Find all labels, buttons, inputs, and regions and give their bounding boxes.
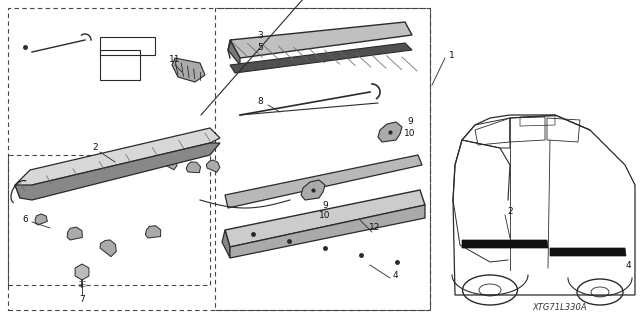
- Text: 2: 2: [507, 207, 513, 217]
- Polygon shape: [207, 160, 220, 172]
- Polygon shape: [225, 190, 425, 247]
- Polygon shape: [550, 248, 626, 256]
- Polygon shape: [230, 205, 425, 258]
- Bar: [100, 37, 155, 55]
- Polygon shape: [35, 214, 47, 225]
- Polygon shape: [222, 230, 230, 258]
- Text: 12: 12: [369, 224, 381, 233]
- Polygon shape: [462, 240, 548, 248]
- Polygon shape: [230, 43, 412, 73]
- Polygon shape: [172, 58, 205, 82]
- Polygon shape: [164, 158, 177, 170]
- Polygon shape: [67, 227, 83, 240]
- Text: 11: 11: [169, 56, 180, 64]
- Polygon shape: [186, 162, 200, 173]
- Text: 4: 4: [625, 261, 631, 270]
- Bar: [8, 8, 430, 310]
- Bar: [100, 50, 140, 80]
- Text: 6: 6: [22, 216, 28, 225]
- Text: 10: 10: [319, 211, 331, 220]
- Text: 7: 7: [79, 295, 85, 305]
- Polygon shape: [378, 122, 402, 142]
- Text: 5: 5: [257, 43, 263, 53]
- Polygon shape: [301, 180, 325, 200]
- Polygon shape: [228, 40, 240, 65]
- Text: 3: 3: [257, 31, 263, 40]
- Text: 1: 1: [449, 50, 455, 60]
- Text: 8: 8: [257, 98, 263, 107]
- Polygon shape: [15, 128, 220, 198]
- Polygon shape: [138, 160, 152, 170]
- Polygon shape: [75, 264, 89, 280]
- Bar: [215, 8, 430, 310]
- Text: 4: 4: [392, 271, 398, 279]
- Text: 9: 9: [322, 201, 328, 210]
- Polygon shape: [145, 226, 161, 238]
- Polygon shape: [225, 155, 422, 208]
- Bar: [8, 155, 210, 285]
- Text: 9: 9: [407, 117, 413, 127]
- Polygon shape: [230, 22, 412, 58]
- Text: 10: 10: [404, 129, 416, 137]
- Polygon shape: [15, 143, 220, 200]
- Text: XTG71L330A: XTG71L330A: [532, 302, 588, 311]
- Polygon shape: [100, 240, 116, 257]
- Text: 2: 2: [92, 144, 98, 152]
